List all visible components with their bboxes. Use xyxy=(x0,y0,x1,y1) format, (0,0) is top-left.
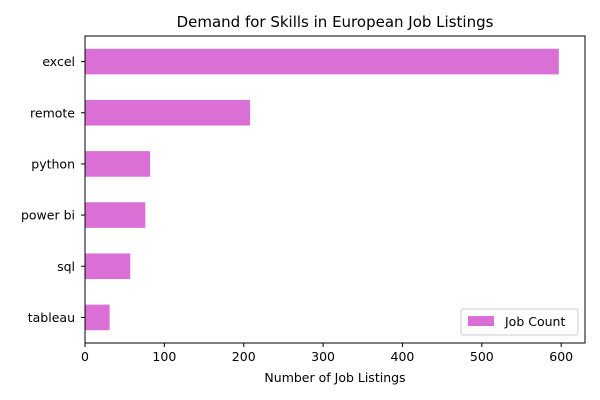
x-axis-label: Number of Job Listings xyxy=(264,370,405,385)
x-tick-label: 400 xyxy=(391,349,415,364)
y-axis-ticks: excel remote python power bi sql tableau xyxy=(21,54,85,325)
bar-power-bi xyxy=(85,202,146,228)
legend-swatch xyxy=(468,316,494,326)
y-tick-label: sql xyxy=(57,259,75,274)
bar-excel xyxy=(85,48,559,75)
y-tick-label: power bi xyxy=(21,208,75,223)
y-tick-label: excel xyxy=(42,54,75,69)
y-tick-label: tableau xyxy=(28,310,75,325)
bar-remote xyxy=(85,99,251,126)
legend: Job Count xyxy=(460,308,579,336)
x-tick-label: 300 xyxy=(311,349,335,364)
y-tick-label: remote xyxy=(30,105,75,120)
x-tick-label: 500 xyxy=(470,349,494,364)
x-axis-ticks: 0 100 200 300 400 500 600 xyxy=(81,343,573,364)
legend-label: Job Count xyxy=(504,314,565,329)
x-tick-label: 100 xyxy=(152,349,176,364)
x-tick-label: 600 xyxy=(549,349,573,364)
legend-box xyxy=(460,308,579,336)
y-tick-label: python xyxy=(31,156,75,171)
chart-title: Demand for Skills in European Job Listin… xyxy=(177,13,494,31)
bar-sql xyxy=(85,253,131,280)
plot-frame xyxy=(84,35,586,344)
bar-python xyxy=(85,151,151,177)
bar-tableau xyxy=(85,304,110,331)
x-tick-label: 0 xyxy=(81,349,89,364)
x-tick-label: 200 xyxy=(232,349,256,364)
bars-group xyxy=(85,48,559,331)
